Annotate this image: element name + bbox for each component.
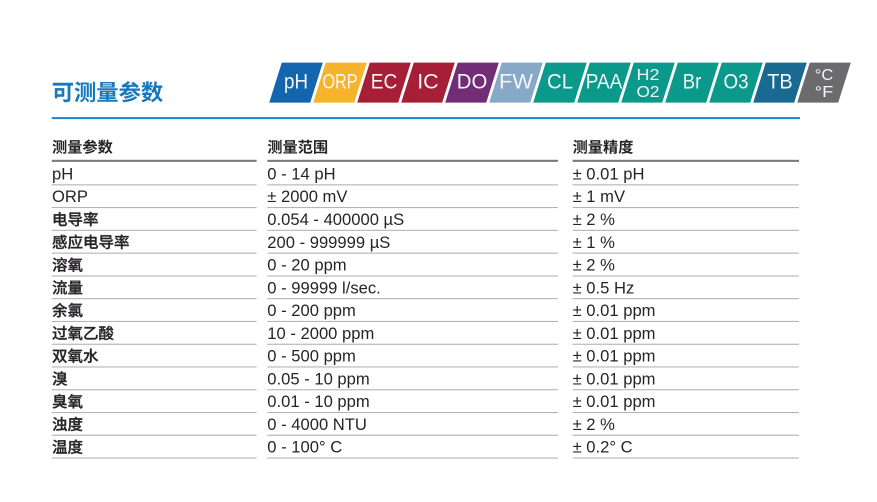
- svg-text:ORP: ORP: [323, 69, 358, 93]
- svg-text:EC: EC: [371, 69, 398, 93]
- svg-text:DO: DO: [457, 69, 488, 93]
- svg-text:pH: pH: [284, 69, 308, 93]
- svg-text:0.01 - 10 ppm: 0.01 - 10 ppm: [267, 392, 369, 411]
- svg-text:H2: H2: [637, 67, 660, 84]
- svg-text:0 - 14 pH: 0 - 14 pH: [267, 165, 335, 184]
- svg-text:ORP: ORP: [52, 187, 88, 206]
- svg-text:0 - 20 ppm: 0 - 20 ppm: [267, 256, 346, 275]
- svg-text:± 2 %: ± 2 %: [573, 210, 616, 229]
- svg-text:FW: FW: [499, 69, 534, 93]
- svg-text:± 1 %: ± 1 %: [573, 233, 616, 252]
- svg-text:± 2 %: ± 2 %: [573, 256, 616, 275]
- svg-text:°C: °C: [815, 67, 834, 84]
- svg-text:O2: O2: [637, 84, 660, 101]
- svg-text:± 0.01 ppm: ± 0.01 ppm: [573, 347, 656, 366]
- svg-text:200 - 999999 µS: 200 - 999999 µS: [267, 233, 390, 252]
- svg-text:± 0.01 ppm: ± 0.01 ppm: [573, 369, 656, 388]
- svg-text:0 - 100° C: 0 - 100° C: [267, 438, 342, 457]
- svg-text:± 0.01 ppm: ± 0.01 ppm: [573, 392, 656, 411]
- svg-text:Br: Br: [683, 69, 702, 93]
- svg-text:0.05 - 10 ppm: 0.05 - 10 ppm: [267, 369, 369, 388]
- svg-text:± 2000 mV: ± 2000 mV: [267, 187, 347, 206]
- svg-text:O3: O3: [724, 69, 749, 93]
- svg-text:TB: TB: [767, 69, 793, 93]
- svg-text:PAA: PAA: [586, 69, 623, 93]
- svg-text:± 2 %: ± 2 %: [573, 415, 616, 434]
- svg-text:pH: pH: [52, 165, 73, 184]
- svg-text:10 - 2000 ppm: 10 - 2000 ppm: [267, 324, 374, 343]
- svg-text:°F: °F: [815, 84, 834, 101]
- svg-text:± 0.2° C: ± 0.2° C: [573, 438, 633, 457]
- svg-text:± 1 mV: ± 1 mV: [573, 187, 625, 206]
- svg-text:± 0.5 Hz: ± 0.5 Hz: [573, 278, 635, 297]
- svg-text:CL: CL: [547, 69, 573, 93]
- svg-text:0 - 4000 NTU: 0 - 4000 NTU: [267, 415, 367, 434]
- svg-text:± 0.01 ppm: ± 0.01 ppm: [573, 324, 656, 343]
- svg-text:± 0.01 ppm: ± 0.01 ppm: [573, 301, 656, 320]
- svg-text:0 - 500 ppm: 0 - 500 ppm: [267, 347, 356, 366]
- svg-text:IC: IC: [417, 69, 439, 93]
- svg-text:0 - 200 ppm: 0 - 200 ppm: [267, 301, 356, 320]
- svg-text:± 0.01 pH: ± 0.01 pH: [573, 165, 645, 184]
- svg-text:0 - 99999 l/sec.: 0 - 99999 l/sec.: [267, 278, 380, 297]
- svg-text:0.054 - 400000 µS: 0.054 - 400000 µS: [267, 210, 404, 229]
